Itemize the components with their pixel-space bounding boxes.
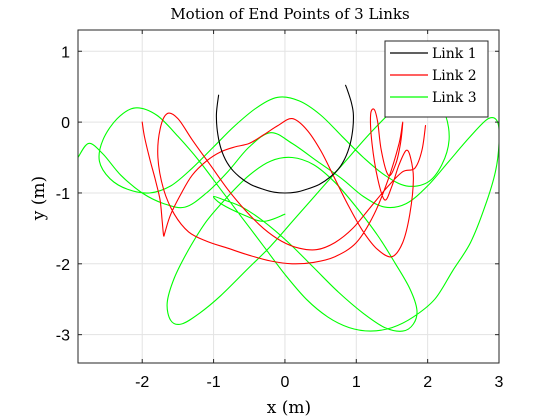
x-tick-label: 1	[352, 374, 361, 391]
legend-entry-label: Link 1	[432, 46, 477, 62]
x-axis-label: x (m)	[267, 398, 311, 418]
y-tick-label: -3	[56, 328, 70, 345]
y-tick-label: -2	[56, 257, 70, 274]
legend: Link 1 Link 2 Link 3	[384, 40, 489, 118]
legend-box	[384, 40, 489, 118]
x-tick-label: 3	[495, 374, 504, 391]
series-line-link-3	[78, 92, 499, 332]
y-tick-label: 1	[61, 44, 70, 61]
y-axis-label: y (m)	[29, 176, 49, 221]
x-tick-label: 2	[423, 374, 432, 391]
y-tick-label: -1	[56, 186, 70, 203]
x-tick-label: 0	[280, 374, 289, 391]
legend-entry-label: Link 2	[432, 68, 477, 84]
series-layer	[78, 84, 499, 332]
x-tick-label: -1	[206, 374, 220, 391]
series-line-link-1	[215, 84, 354, 194]
plot-frame	[77, 29, 500, 364]
y-tick-label: 0	[61, 115, 70, 132]
axis-ticks: -2 -1 0 1 2 3 -3 -2 -1 0 1	[56, 30, 504, 391]
x-tick-label: -2	[135, 374, 149, 391]
series-line-link-2	[141, 108, 427, 265]
chart-title: Motion of End Points of 3 Links	[170, 5, 409, 23]
legend-entry-label: Link 3	[432, 90, 477, 106]
